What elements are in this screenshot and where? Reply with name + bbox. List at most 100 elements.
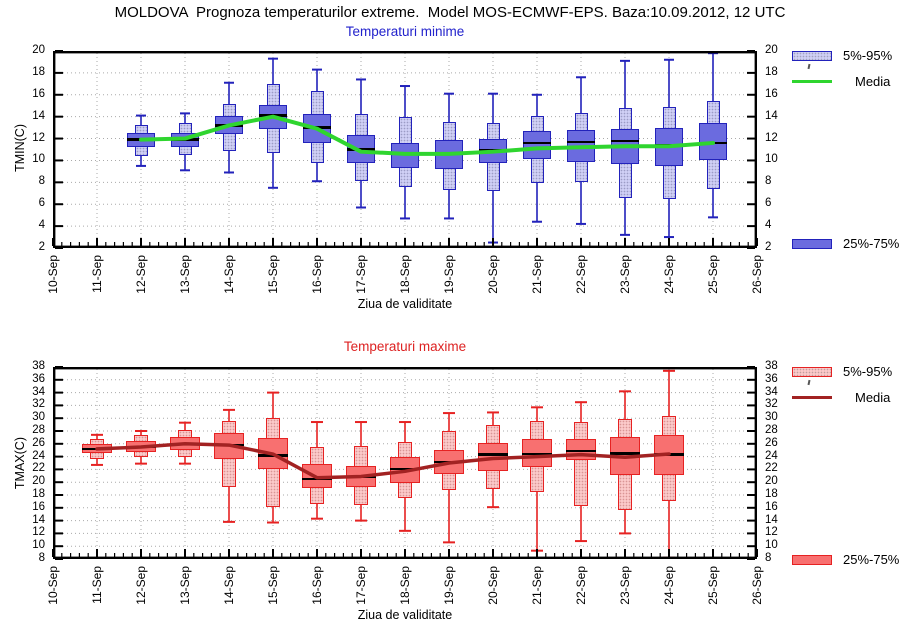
tmin-xtick-label: 17-Sep [354,255,368,294]
tmin-xtick-label: 15-Sep [266,255,280,294]
tmax-ytick-label-right: 26 [765,436,778,449]
tmin-legend-swatch-5-95 [792,50,832,61]
tmin-xtick-label: 25-Sep [706,255,720,294]
tmax-ytick-label-left: 22 [32,462,45,475]
tmax-ytick-label-right: 24 [765,449,778,462]
tmin-ytick-label-left: 4 [38,219,45,232]
tmax-ytick-label-left: 36 [32,372,45,385]
tmin-ytick-label-left: 12 [32,131,45,144]
tmin-legend-median-tick [807,63,811,70]
tmin-legend-label-5-95: 5%-95% [843,48,893,63]
tmin-ytick-label-right: 14 [765,109,778,122]
tmax-legend-label-media: Media [855,390,891,405]
tmin-ytick-label-right: 4 [765,219,772,232]
tmin-ytick-label-left: 18 [32,65,45,78]
tmax-ytick-label-right: 16 [765,500,778,513]
tmax-xtick-label: 10-Sep [46,566,60,605]
tmax-ytick-label-right: 28 [765,424,778,436]
tmax-xtick-label: 19-Sep [442,566,456,605]
tmax-y-axis-title: TMAX(C) [13,437,27,490]
tmax-xtick-label: 20-Sep [486,566,500,605]
tmin-ytick-label-right: 12 [765,131,778,144]
tmax-xtick-label: 12-Sep [134,566,148,605]
tmin-xtick-label: 13-Sep [178,255,192,294]
tmax-xtick-label: 14-Sep [222,566,236,605]
tmax-xtick-label: 16-Sep [310,566,324,605]
tmax-xtick-label: 17-Sep [354,566,368,605]
tmax-legend: 5%-95% Media 25%-75% [790,362,900,574]
tmax-ytick-label-left: 26 [32,436,45,449]
tmax-chart-title: Temperaturi maxime [343,339,467,354]
tmax-media-line [95,442,671,480]
tmax-median-line [522,452,552,456]
tmin-xtick-label: 26-Sep [750,255,764,294]
tmax-ytick-label-right: 18 [765,488,778,500]
tmax-ytick-label-right: 20 [765,475,778,488]
tmax-ytick-label-left: 16 [32,500,45,513]
tmin-ytick-label-left: 6 [38,197,45,210]
tmin-median-line [611,139,639,142]
tmin-ytick-label-left: 10 [32,153,45,166]
tmax-median-line [390,467,420,470]
tmax-chart-canvas [52,366,758,560]
tmax-legend-swatch-5-95 [792,366,832,377]
tmin-chart-title: Temperaturi minime [345,24,465,39]
tmin-ytick-label-left: 14 [32,109,45,122]
tmin-xtick-label: 19-Sep [442,255,456,294]
tmin-ytick-label-right: 20 [765,44,778,56]
tmin-legend-label-25-75: 25%-75% [843,236,900,251]
tmin-ytick-label-right: 16 [765,87,778,100]
tmax-ytick-label-left: 20 [32,475,45,488]
tmax-xtick-label: 26-Sep [750,566,764,605]
tmin-legend: 5%-95% Media 25%-75% [790,46,900,258]
tmax-ytick-label-left: 38 [32,360,45,372]
tmax-ytick-label-right: 30 [765,411,778,424]
tmax-legend-label-25-75: 25%-75% [843,552,900,567]
tmin-ytick-label-right: 18 [765,65,778,78]
tmax-xtick-label: 22-Sep [574,566,588,605]
tmax-ytick-label-right: 36 [765,372,778,385]
tmax-plot-area [52,366,758,560]
tmax-ytick-label-right: 14 [765,513,778,526]
tmin-xtick-label: 23-Sep [618,255,632,294]
tmax-ytick-label-left: 32 [32,398,45,411]
tmax-legend-swatch-25-75 [792,554,832,565]
tmin-legend-row-media: Media [792,74,890,89]
tmax-xtick-label: 13-Sep [178,566,192,605]
tmin-legend-swatch-25-75 [792,238,832,249]
tmin-ytick-label-left: 8 [38,175,45,188]
plot-border [53,367,757,560]
tmax-ytick-label-left: 18 [32,488,45,500]
tmin-xtick-label: 10-Sep [46,255,60,294]
tmax-ytick-label-right: 38 [765,360,778,372]
tmax-xtick-label: 18-Sep [398,566,412,605]
tmin-median-line [523,141,551,145]
tmin-ytick-label-right: 2 [765,241,772,253]
tmin-ytick-label-left: 2 [38,241,45,253]
tmin-xtick-label: 18-Sep [398,255,412,294]
tmin-y-axis-title: TMIN(C) [13,123,27,172]
tmax-median-line [566,449,596,453]
tmax-ytick-label-right: 32 [765,398,778,411]
tmax-legend-row-25-75: 25%-75% [792,552,899,567]
tmin-ytick-label-right: 10 [765,153,778,166]
tmax-ytick-label-left: 30 [32,411,45,424]
tmax-ytick-label-left: 12 [32,526,45,539]
tmin-x-axis-title: Ziua de validitate [357,297,453,311]
tmin-media-line [139,114,715,156]
tmin-media-overlay [139,114,715,156]
tmin-legend-media-line [792,79,832,84]
tmin-ytick-label-left: 20 [32,44,45,56]
tmin-legend-label-media: Media [855,74,891,89]
tmax-ytick-label-left: 14 [32,513,45,526]
tmax-xtick-label: 24-Sep [662,566,676,605]
tmin-ytick-label-left: 16 [32,87,45,100]
tmax-ytick-label-right: 12 [765,526,778,539]
tmax-median-line [610,452,640,455]
tmax-xtick-label: 23-Sep [618,566,632,605]
tmin-plot-area [52,50,758,249]
tmin-box-25-75 [523,130,551,160]
tmin-xtick-label: 24-Sep [662,255,676,294]
tmin-legend-row-5-95: 5%-95% [792,48,892,63]
